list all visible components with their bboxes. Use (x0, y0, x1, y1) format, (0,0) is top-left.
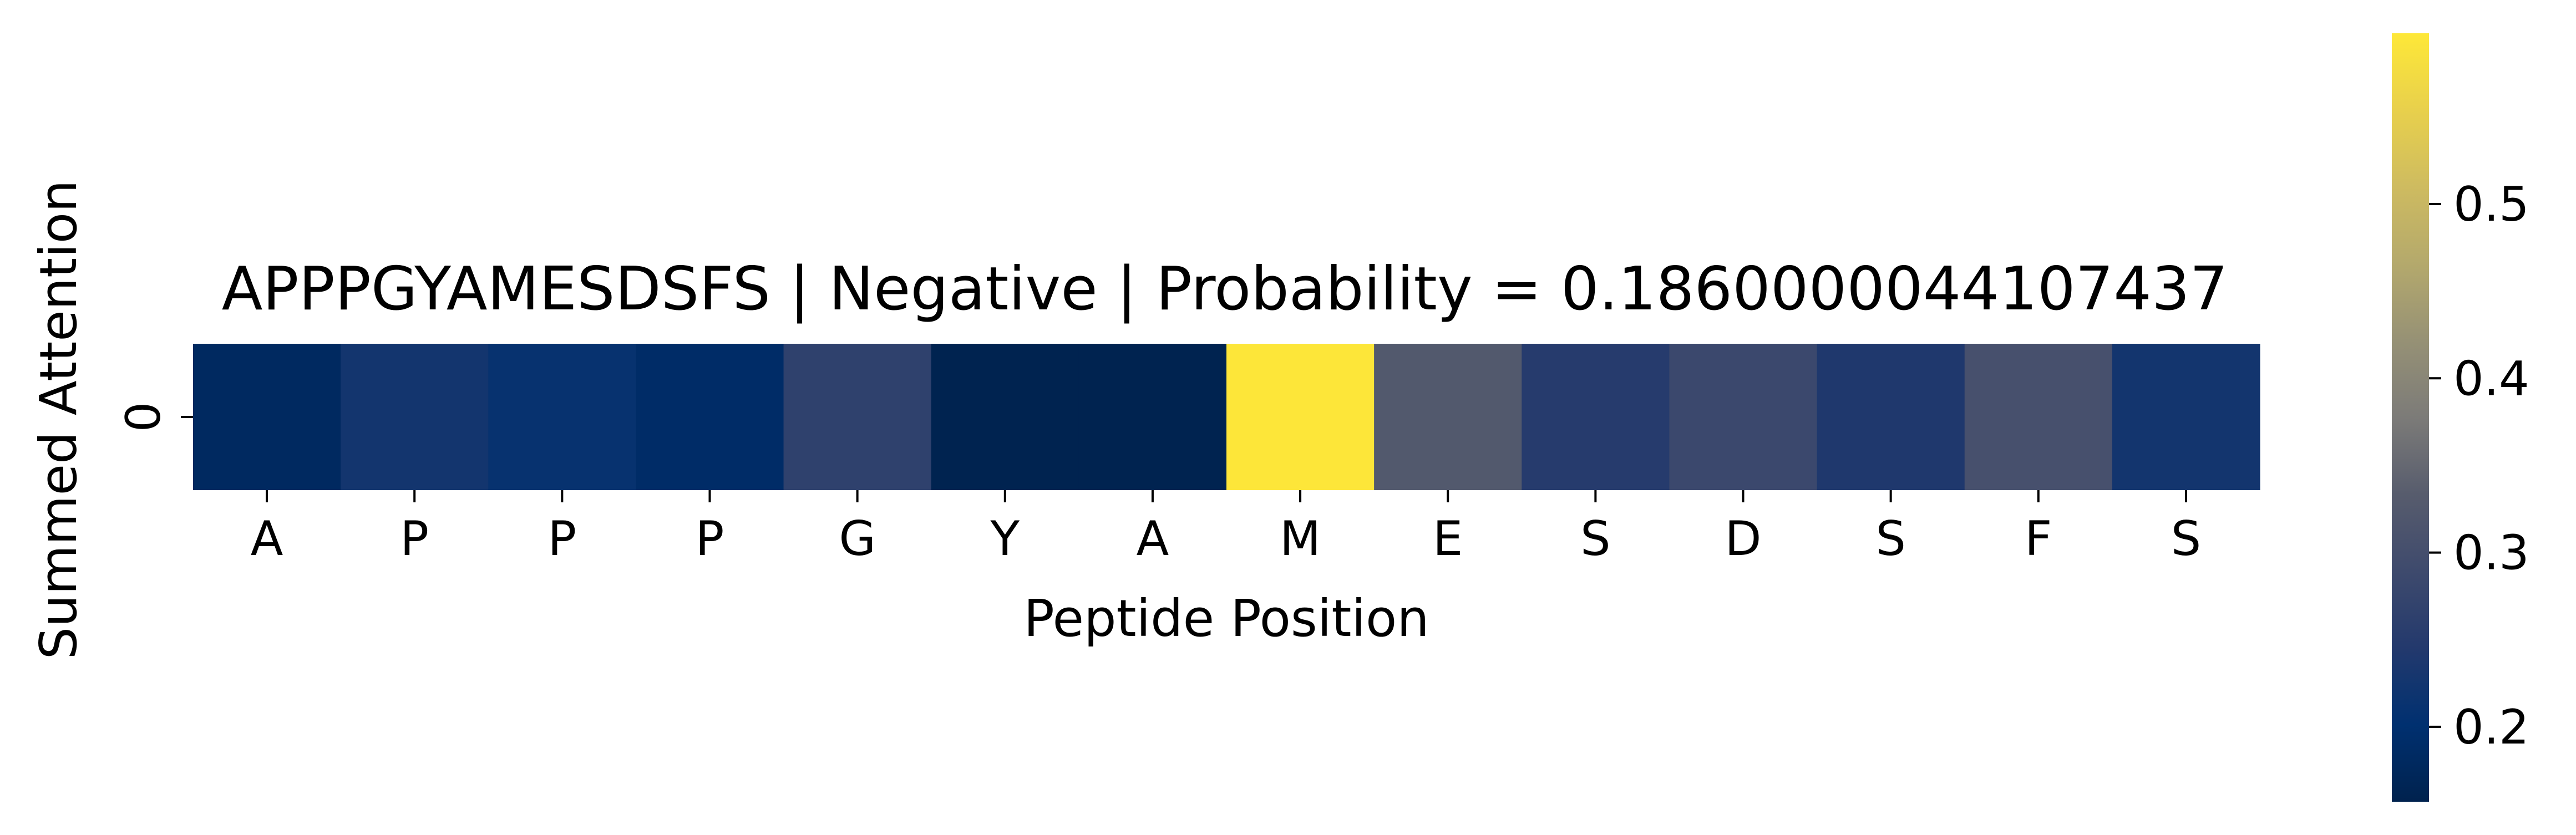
chart-title: APPPGYAMESDSFS | Negative | Probability … (222, 254, 2228, 324)
heatmap-cell (1817, 344, 1965, 490)
heatmap-cells (193, 344, 2260, 490)
x-tick-label: A (251, 511, 283, 567)
x-tick-label: M (1280, 511, 1321, 567)
x-axis-label: Peptide Position (1023, 589, 1429, 648)
x-tick-label: F (2025, 511, 2052, 567)
heatmap-cell (783, 344, 932, 490)
colorbar-tick-label: 0.4 (2453, 351, 2529, 406)
colorbar-tick-label: 0.5 (2453, 177, 2529, 232)
x-tick-label: Y (990, 511, 1020, 567)
heatmap-cell (193, 344, 341, 490)
x-tick-label: A (1137, 511, 1169, 567)
x-tick-label: G (839, 511, 876, 567)
heatmap-cell (1078, 344, 1227, 490)
y-axis-label: Summed Attention (29, 180, 88, 660)
heatmap-cell (1226, 344, 1375, 490)
x-tick-label: P (547, 511, 576, 567)
x-tick-label: D (1725, 511, 1761, 567)
heatmap-cell (931, 344, 1079, 490)
y-axis-ticks: 0 (116, 402, 193, 432)
heatmap-cell (1522, 344, 1670, 490)
heatmap-cell (1374, 344, 1522, 490)
x-tick-label: S (1875, 511, 1906, 567)
heatmap-cell (636, 344, 784, 490)
heatmap-cell (1964, 344, 2113, 490)
colorbar-ticks: 0.2 0.3 0.4 0.5 (2429, 177, 2529, 755)
y-tick-label: 0 (116, 402, 171, 432)
colorbar (2392, 33, 2429, 802)
x-tick-label: P (696, 511, 724, 567)
x-tick-label: S (1580, 511, 1611, 567)
x-tick-label: P (400, 511, 429, 567)
heatmap-cell (341, 344, 489, 490)
heatmap-cell (2112, 344, 2260, 490)
x-tick-label: E (1433, 511, 1463, 567)
heatmap-cell (488, 344, 637, 490)
colorbar-tick-label: 0.3 (2453, 526, 2529, 581)
x-tick-label: S (2171, 511, 2202, 567)
colorbar-tick-label: 0.2 (2453, 700, 2529, 755)
heatmap-cell (1669, 344, 1818, 490)
